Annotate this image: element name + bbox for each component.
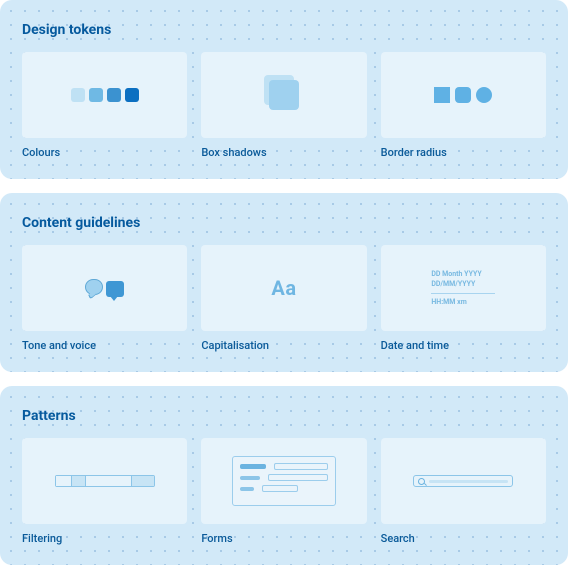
card-row: Filtering [22, 438, 546, 545]
card-box-shadows[interactable]: Box shadows [201, 52, 366, 159]
aa-glyph-icon: Aa [271, 276, 296, 300]
search-bar-icon [413, 475, 513, 487]
swatch-icon [89, 88, 103, 102]
card-label: Tone and voice [22, 339, 187, 352]
card-label: Colours [22, 146, 187, 159]
panel-title: Content guidelines [22, 215, 546, 231]
card-tone-voice[interactable]: Tone and voice [22, 245, 187, 352]
card-label: Date and time [381, 339, 546, 352]
panel-title: Design tokens [22, 22, 546, 38]
panel-title: Patterns [22, 408, 546, 424]
card-label: Box shadows [201, 146, 366, 159]
card-label: Search [381, 532, 546, 545]
date-line: DD Month YYYY [431, 269, 495, 280]
panel-design-tokens: Design tokens Colours Box shadows [0, 0, 568, 179]
colour-swatches [71, 88, 139, 102]
date-line: DD/MM/YYYY [431, 279, 495, 290]
border-radius-icon [434, 87, 492, 103]
card-label: Filtering [22, 532, 187, 545]
panel-content-guidelines: Content guidelines Tone and voice Aa Cap… [0, 193, 568, 372]
card-filtering[interactable]: Filtering [22, 438, 187, 545]
thumb-forms [201, 438, 366, 524]
chat-bubbles-icon [85, 279, 124, 297]
card-label: Capitalisation [201, 339, 366, 352]
thumb-tone-voice [22, 245, 187, 331]
card-forms[interactable]: Forms [201, 438, 366, 545]
card-row: Colours Box shadows Border radius [22, 52, 546, 159]
thumb-capitalisation: Aa [201, 245, 366, 331]
swatch-icon [107, 88, 121, 102]
card-border-radius[interactable]: Border radius [381, 52, 546, 159]
thumb-colours [22, 52, 187, 138]
thumb-border-radius [381, 52, 546, 138]
swatch-icon [125, 88, 139, 102]
thumb-search [381, 438, 546, 524]
card-label: Border radius [381, 146, 546, 159]
thumb-filtering [22, 438, 187, 524]
time-line: HH:MM xm [431, 297, 495, 308]
card-row: Tone and voice Aa Capitalisation DD Mont… [22, 245, 546, 352]
card-label: Forms [201, 532, 366, 545]
thumb-date-time: DD Month YYYY DD/MM/YYYY HH:MM xm [381, 245, 546, 331]
swatch-icon [71, 88, 85, 102]
filter-bar-icon [55, 475, 155, 487]
card-search[interactable]: Search [381, 438, 546, 545]
card-capitalisation[interactable]: Aa Capitalisation [201, 245, 366, 352]
card-colours[interactable]: Colours [22, 52, 187, 159]
panel-patterns: Patterns Filtering [0, 386, 568, 565]
thumb-box-shadows [201, 52, 366, 138]
magnifier-icon [418, 478, 425, 485]
card-date-time[interactable]: DD Month YYYY DD/MM/YYYY HH:MM xm Date a… [381, 245, 546, 352]
form-mock-icon [232, 456, 336, 506]
box-shadow-icon [269, 80, 299, 110]
date-format-icon: DD Month YYYY DD/MM/YYYY HH:MM xm [431, 269, 495, 308]
